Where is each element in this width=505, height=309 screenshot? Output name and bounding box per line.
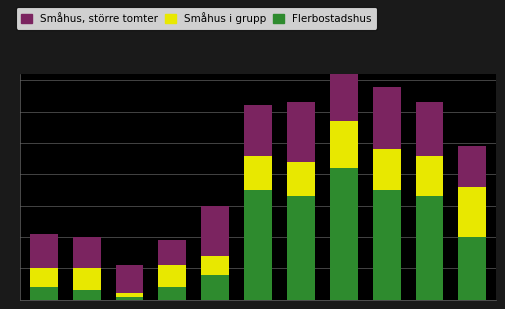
Bar	[372, 87, 400, 149]
Bar	[73, 237, 100, 269]
Bar	[372, 149, 400, 190]
Bar	[243, 156, 272, 190]
Bar	[201, 256, 229, 275]
Bar	[158, 265, 186, 287]
Bar	[458, 146, 485, 187]
Bar	[115, 297, 143, 300]
Bar	[30, 234, 58, 269]
Bar	[158, 240, 186, 265]
Bar	[243, 190, 272, 300]
Bar	[415, 102, 442, 156]
Bar	[115, 294, 143, 297]
Bar	[201, 206, 229, 256]
Bar	[115, 265, 143, 294]
Bar	[372, 190, 400, 300]
Bar	[73, 269, 100, 290]
Bar	[458, 237, 485, 300]
Bar	[30, 269, 58, 287]
Bar	[158, 287, 186, 300]
Bar	[329, 168, 357, 300]
Bar	[329, 49, 357, 121]
Bar	[329, 121, 357, 168]
Bar	[243, 105, 272, 156]
Bar	[458, 187, 485, 237]
Legend: Småhus, större tomter, Småhus i grupp, Flerbostadshus: Småhus, större tomter, Småhus i grupp, F…	[16, 7, 376, 29]
Bar	[30, 287, 58, 300]
Bar	[201, 275, 229, 300]
Bar	[286, 196, 314, 300]
Bar	[415, 196, 442, 300]
Bar	[286, 102, 314, 162]
Bar	[286, 162, 314, 196]
Bar	[415, 156, 442, 196]
Bar	[73, 290, 100, 300]
